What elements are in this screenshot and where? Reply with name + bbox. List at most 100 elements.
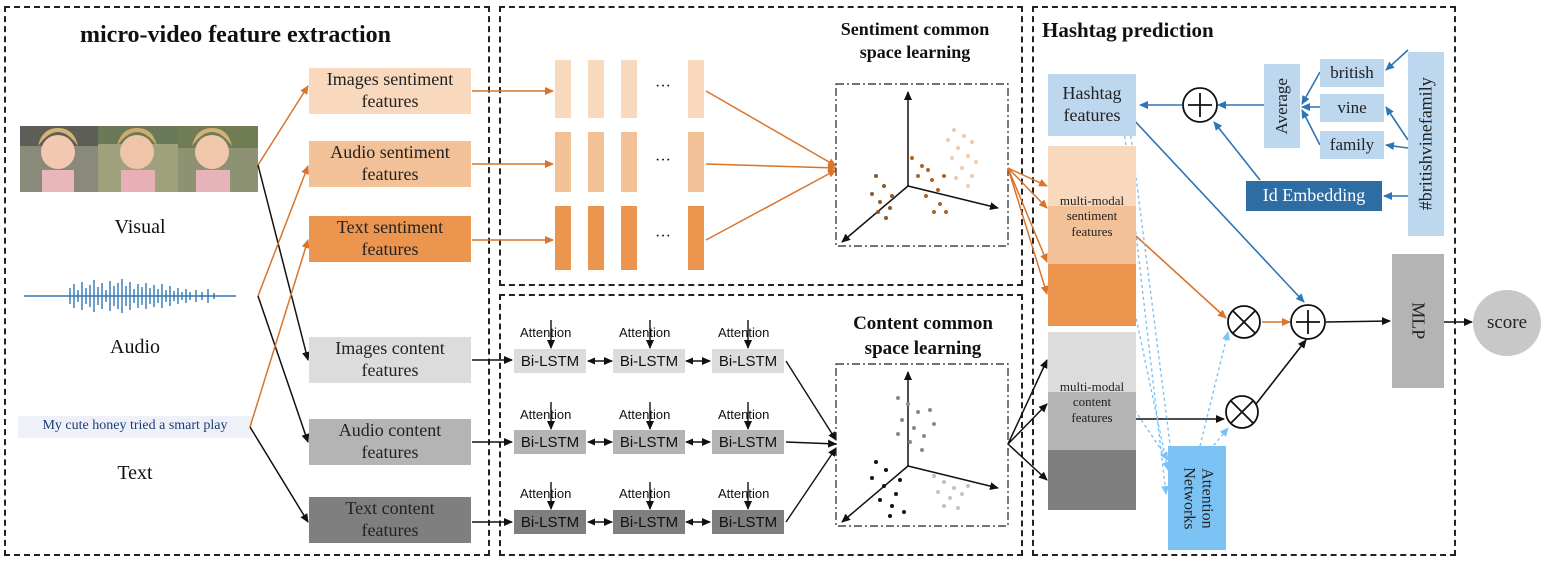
sentiment-space-title-line2: space learning [859, 42, 971, 63]
content-to-lstm-arrows [472, 356, 513, 526]
ellipsis-row1: ··· [655, 78, 671, 95]
hashtag-prediction-panel [1032, 6, 1456, 556]
mm-content-line2: content [1072, 394, 1112, 410]
sentiment-space-title: Sentiment common space learning [830, 18, 1000, 65]
mm-sentiment-block-dark [1048, 264, 1136, 326]
word-box-vine: vine [1320, 94, 1384, 122]
id-embedding-box: Id Embedding [1246, 181, 1382, 211]
mm-sentiment-line2: sentiment [1066, 208, 1118, 224]
multiply-operator-sentiment [1227, 305, 1261, 339]
attention-label: Attention [718, 325, 770, 340]
multimodal-content-stack: multi-modal content features [1048, 332, 1136, 510]
attention-label: Attention [520, 325, 572, 340]
average-box: Average [1264, 64, 1300, 148]
audio-sentiment-features: Audio sentiment features [309, 141, 471, 187]
word-box-british: british [1320, 59, 1384, 87]
mm-sentiment-label: multi-modal sentiment features [1048, 186, 1136, 246]
text-content-line2: features [361, 520, 419, 540]
attention-label: Attention [718, 486, 770, 501]
audio-content-line1: Audio content [338, 420, 442, 441]
add-operator-bottom [1290, 304, 1326, 340]
sentiment-space-panel [499, 6, 1023, 286]
attention-dotted-arrows [1123, 129, 1230, 495]
mm-content-block-dark [1048, 450, 1136, 510]
bilstm-cell: Bi-LSTM [712, 430, 784, 454]
mm-content-block-light [1048, 332, 1136, 392]
bilstm-cell: Bi-LSTM [712, 510, 784, 534]
attention-networks-line1: Attention [1198, 467, 1216, 529]
text-sample: My cute honey tried a smart play [42, 418, 228, 433]
attention-label: Attention [520, 407, 572, 422]
attention-label: Attention [718, 407, 770, 422]
add-operator-top [1182, 87, 1218, 123]
visual-thumbnails [20, 126, 258, 192]
bilstm-cell: Bi-LSTM [514, 510, 586, 534]
sentiment-scatter-plot [835, 83, 1009, 247]
hashtag-full-box: #britishvinefamily [1408, 52, 1444, 236]
ellipsis-row2: ··· [655, 152, 671, 169]
images-sentiment-line2: features [361, 91, 419, 111]
mm-sentiment-block-light [1048, 146, 1136, 206]
bilstm-cell: Bi-LSTM [613, 510, 685, 534]
content-space-title-line2: space learning [864, 337, 982, 359]
attention-label: Attention [520, 486, 572, 501]
modality-arrows [249, 85, 310, 523]
images-content-features: Images content features [309, 337, 471, 383]
mm-sentiment-block-mid [1048, 206, 1136, 264]
visual-label: Visual [114, 216, 166, 238]
average-label: Average [1271, 77, 1291, 135]
attention-label: Attention [619, 407, 671, 422]
attention-networks-label: Attention Networks [1179, 466, 1216, 530]
audio-label: Audio [110, 336, 160, 358]
hashtag-features-line2: features [1063, 105, 1121, 125]
text-label: Text [117, 462, 153, 484]
mm-content-label: multi-modal content features [1048, 372, 1136, 432]
hashtag-features-line1: Hashtag [1062, 83, 1122, 104]
feature-extraction-panel [4, 6, 490, 556]
extraction-title: micro-video feature extraction [80, 22, 392, 48]
content-space-title-line1: Content common [853, 313, 993, 334]
bilstm-cell: Bi-LSTM [613, 349, 685, 373]
attention-label: Attention [619, 325, 671, 340]
ellipsis-row3: ··· [655, 228, 671, 245]
images-content-line1: Images content [335, 338, 445, 359]
images-sentiment-features: Images sentiment features [309, 68, 471, 114]
sentiment-space-title-line1: Sentiment common [840, 19, 990, 39]
hashtag-full-label: #britishvinefamily [1415, 77, 1436, 211]
images-content-line2: features [361, 360, 419, 380]
hashtag-features: Hashtag features [1048, 74, 1136, 136]
text-sentiment-line2: features [361, 239, 419, 259]
attention-networks-line2: Networks [1180, 466, 1197, 530]
images-sentiment-line1: Images sentiment [326, 69, 454, 90]
multiply-operator-content [1225, 395, 1259, 429]
audio-content-features: Audio content features [309, 419, 471, 465]
multimodal-sentiment-stack: multi-modal sentiment features [1048, 146, 1136, 326]
bilstm-cell: Bi-LSTM [613, 430, 685, 454]
lstm-links [547, 320, 837, 526]
mm-content-block-mid [1048, 392, 1136, 450]
score-node: score [1473, 290, 1541, 356]
bilstm-cell: Bi-LSTM [514, 349, 586, 373]
audio-sentiment-line1: Audio sentiment [330, 142, 450, 163]
bilstm-cell: Bi-LSTM [712, 349, 784, 373]
plot-to-multimodal-arrows [1007, 167, 1049, 481]
word-box-family: family [1320, 131, 1384, 159]
text-sentiment-line1: Text sentiment [336, 217, 444, 238]
prediction-title: Hashtag prediction [1042, 18, 1214, 42]
content-space-panel [499, 294, 1023, 556]
mm-sentiment-line1: multi-modal [1059, 192, 1125, 208]
content-space-title: Content common space learning [838, 312, 1008, 361]
audio-sentiment-line2: features [361, 164, 419, 184]
mlp-label: MLP [1408, 302, 1429, 340]
content-scatter-plot [835, 363, 1009, 527]
text-sentiment-features: Text sentiment features [309, 216, 471, 262]
audio-waveform [24, 279, 236, 313]
text-sample-band [18, 416, 252, 438]
bilstm-cell: Bi-LSTM [514, 430, 586, 454]
mm-sentiment-line3: features [1071, 223, 1113, 239]
sentiment-columns [555, 60, 704, 270]
text-content-features: Text content features [309, 497, 471, 543]
feature-to-column-arrows [472, 87, 837, 244]
mm-content-line1: multi-modal [1059, 378, 1125, 394]
attention-networks-box: Attention Networks [1168, 446, 1226, 550]
